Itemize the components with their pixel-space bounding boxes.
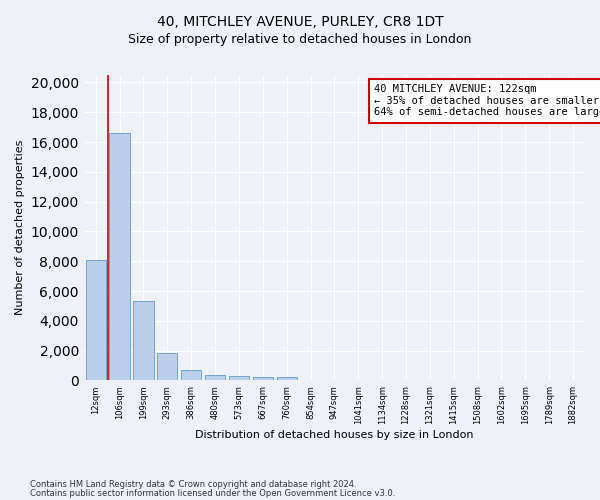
Bar: [253, 377, 273, 380]
Text: Size of property relative to detached houses in London: Size of property relative to detached ho…: [128, 32, 472, 46]
Text: Contains HM Land Registry data © Crown copyright and database right 2024.: Contains HM Land Registry data © Crown c…: [30, 480, 356, 489]
Bar: [133, 302, 154, 380]
Y-axis label: Number of detached properties: Number of detached properties: [15, 140, 25, 316]
Bar: [157, 353, 178, 380]
Bar: [86, 260, 106, 380]
Text: Contains public sector information licensed under the Open Government Licence v3: Contains public sector information licen…: [30, 488, 395, 498]
Bar: [229, 376, 249, 380]
Bar: [205, 375, 225, 380]
Bar: [277, 377, 297, 380]
Text: 40 MITCHLEY AVENUE: 122sqm
← 35% of detached houses are smaller (11,653)
64% of : 40 MITCHLEY AVENUE: 122sqm ← 35% of deta…: [374, 84, 600, 117]
Bar: [109, 133, 130, 380]
Bar: [181, 370, 202, 380]
X-axis label: Distribution of detached houses by size in London: Distribution of detached houses by size …: [195, 430, 473, 440]
Text: 40, MITCHLEY AVENUE, PURLEY, CR8 1DT: 40, MITCHLEY AVENUE, PURLEY, CR8 1DT: [157, 15, 443, 29]
